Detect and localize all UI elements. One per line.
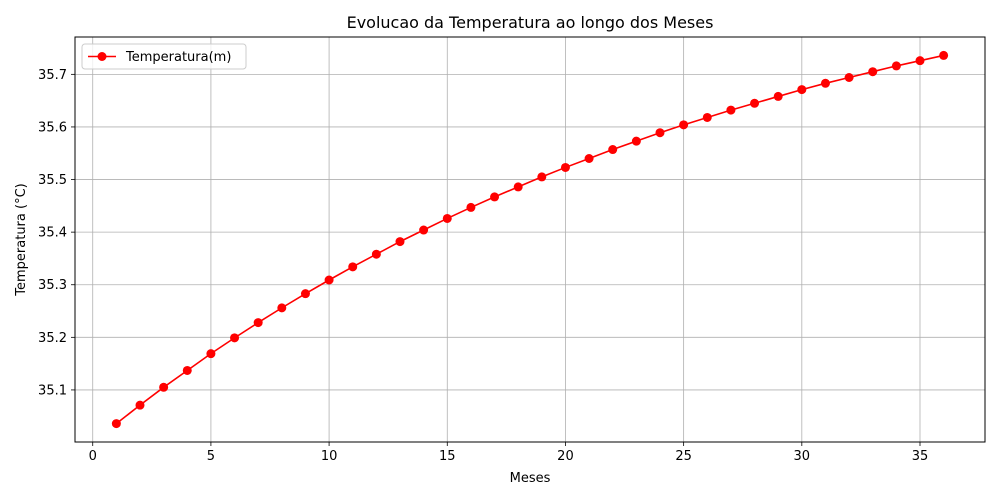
x-tick-label: 25 <box>675 449 692 464</box>
series-line <box>115 54 944 425</box>
data-point <box>371 249 381 259</box>
data-point <box>608 145 618 155</box>
data-point <box>466 202 476 212</box>
data-point <box>395 237 405 247</box>
data-point <box>111 419 121 429</box>
data-point <box>702 112 712 122</box>
series-temperatura <box>111 50 949 429</box>
y-tick-label: 35.4 <box>38 226 67 241</box>
data-point <box>939 50 949 60</box>
y-tick-label: 35.2 <box>38 331 67 346</box>
x-tick-label: 30 <box>794 449 811 464</box>
x-axis-label: Meses <box>510 471 551 486</box>
data-point <box>513 182 523 192</box>
x-tick-label: 20 <box>557 449 574 464</box>
data-point <box>584 154 594 163</box>
data-point <box>797 85 807 95</box>
legend-marker-swatch <box>97 52 107 61</box>
x-tick-label: 5 <box>207 449 215 464</box>
data-point <box>773 91 783 101</box>
y-tick-label: 35.3 <box>38 278 67 293</box>
x-tick-label: 15 <box>439 449 456 464</box>
data-point <box>182 365 192 375</box>
data-point <box>348 262 358 272</box>
data-point <box>891 61 901 71</box>
legend: Temperatura(m) <box>81 43 247 70</box>
x-tick-label: 0 <box>89 449 97 464</box>
legend-entry-temperatura: Temperatura(m) <box>125 50 231 65</box>
data-point <box>277 303 287 313</box>
data-point <box>419 225 429 235</box>
x-tick-label: 35 <box>912 449 929 464</box>
chart-title: Evolucao da Temperatura ao longo dos Mes… <box>347 13 714 32</box>
data-point <box>206 349 216 359</box>
data-point <box>300 289 310 299</box>
data-point <box>750 98 760 108</box>
data-point <box>230 333 240 343</box>
data-point <box>820 78 830 88</box>
data-point <box>560 162 570 172</box>
data-point <box>324 275 334 285</box>
data-point <box>490 192 500 202</box>
data-point <box>915 56 925 66</box>
data-point <box>442 213 452 223</box>
y-tick-label: 35.1 <box>38 383 67 398</box>
x-axis-ticks: 0 5 10 15 20 25 30 35 <box>89 442 929 464</box>
data-point <box>253 318 263 328</box>
x-tick-label: 10 <box>321 449 338 464</box>
data-point <box>631 136 641 146</box>
data-point <box>868 67 878 77</box>
data-point <box>159 382 169 392</box>
y-tick-label: 35.6 <box>38 120 67 135</box>
legend-box <box>81 43 247 70</box>
plot-frame <box>74 36 986 443</box>
data-point <box>726 105 736 115</box>
data-point <box>844 73 854 82</box>
y-axis-label: Temperatura (°C) <box>14 183 29 296</box>
data-point <box>135 400 145 410</box>
data-point <box>537 172 547 182</box>
y-tick-label: 35.5 <box>38 173 67 188</box>
grid-lines <box>75 37 985 442</box>
data-point <box>679 120 689 130</box>
data-point <box>655 128 665 138</box>
y-tick-label: 35.7 <box>38 68 67 83</box>
y-axis-ticks: 35.1 35.2 35.3 35.4 35.5 35.6 35.7 <box>38 68 75 398</box>
